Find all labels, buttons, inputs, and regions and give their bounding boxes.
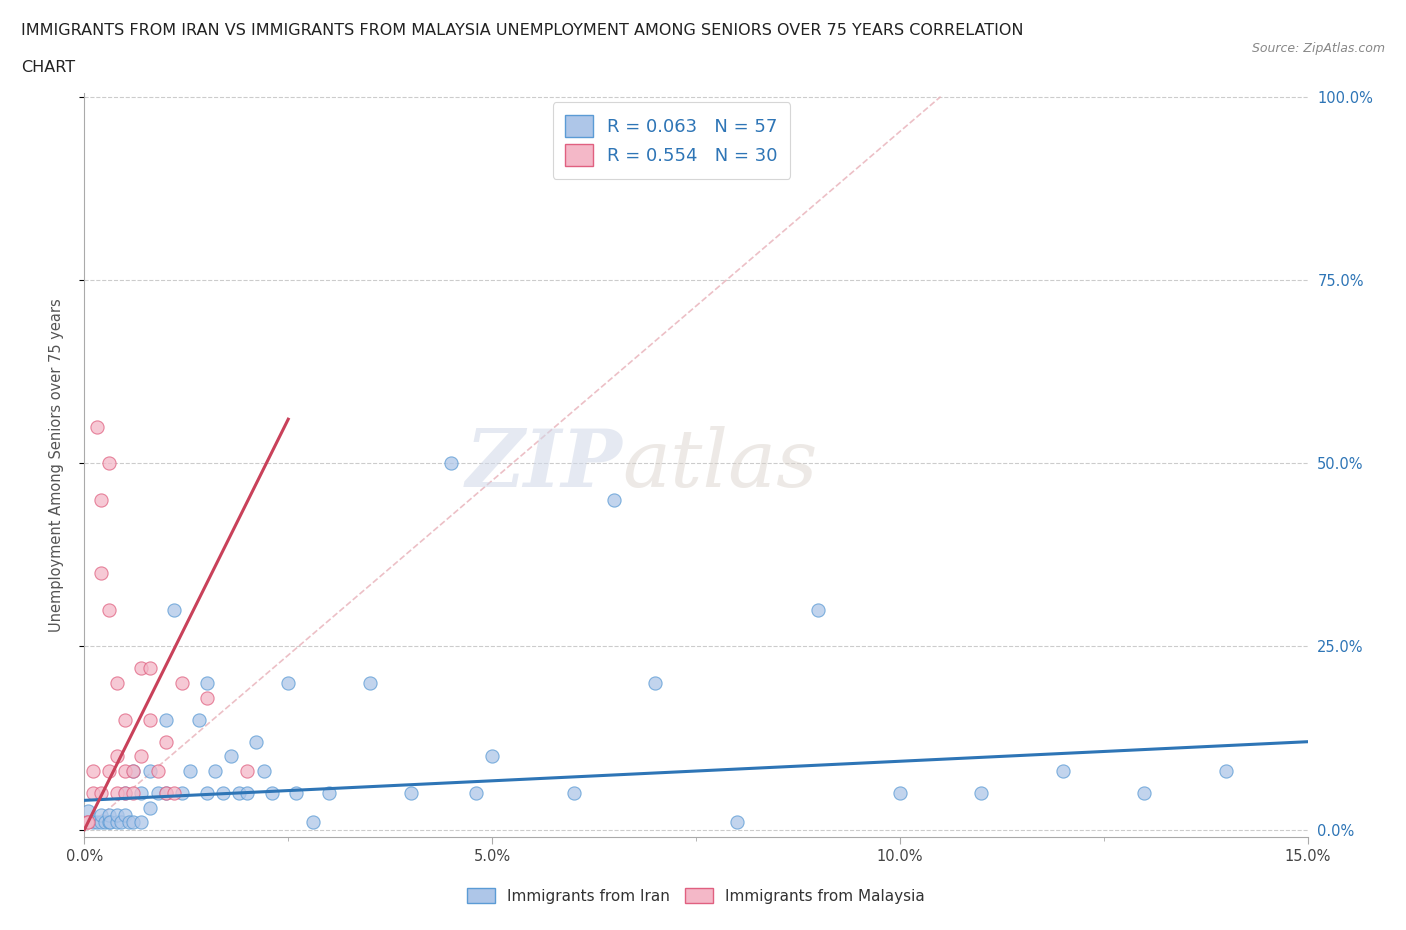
Y-axis label: Unemployment Among Seniors over 75 years: Unemployment Among Seniors over 75 years [49,299,63,631]
Point [253,764,276,778]
Point [131,815,153,830]
Point [204,764,226,778]
Point [359,675,381,690]
Point [138,800,160,815]
Point [97,815,120,830]
Point [172,675,194,690]
Point [1215,764,1237,778]
Point [90,786,112,801]
Point [105,807,128,822]
Point [464,786,486,801]
Point [195,675,218,690]
Point [260,786,283,801]
Point [97,764,120,778]
Point [481,749,503,764]
Point [155,786,177,801]
Point [146,786,169,801]
Point [86,815,108,830]
Point [105,786,128,801]
Point [195,786,218,801]
Point [725,815,748,830]
Point [122,764,145,778]
Point [440,456,463,471]
Point [1133,786,1156,801]
Point [219,749,242,764]
Point [155,735,177,750]
Point [807,603,830,618]
Point [301,815,323,830]
Point [90,807,112,822]
Point [236,786,259,801]
Point [138,661,160,676]
Point [82,815,104,830]
Text: IMMIGRANTS FROM IRAN VS IMMIGRANTS FROM MALAYSIA UNEMPLOYMENT AMONG SENIORS OVER: IMMIGRANTS FROM IRAN VS IMMIGRANTS FROM … [21,23,1024,38]
Point [212,786,235,801]
Point [970,786,993,801]
Point [179,764,201,778]
Point [163,786,186,801]
Text: ZIP: ZIP [465,426,623,504]
Point [105,815,128,830]
Point [163,603,186,618]
Point [889,786,911,801]
Point [90,492,112,507]
Point [114,786,136,801]
Point [90,815,112,830]
Point [603,492,626,507]
Point [97,603,120,618]
Point [399,786,422,801]
Point [138,712,160,727]
Point [114,712,136,727]
Point [100,815,122,830]
Point [97,456,120,471]
Text: Source: ZipAtlas.com: Source: ZipAtlas.com [1251,42,1385,55]
Point [318,786,340,801]
Point [110,815,132,830]
Point [187,712,209,727]
Point [86,419,108,434]
Point [236,764,259,778]
Point [77,804,100,818]
Point [82,764,104,778]
Point [228,786,250,801]
Point [76,815,98,830]
Legend: Immigrants from Iran, Immigrants from Malaysia: Immigrants from Iran, Immigrants from Ma… [460,880,932,911]
Point [114,764,136,778]
Point [562,786,585,801]
Point [131,749,153,764]
Point [97,807,120,822]
Point [146,764,169,778]
Point [122,786,145,801]
Point [82,786,104,801]
Point [172,786,194,801]
Point [77,815,100,830]
Point [1052,764,1074,778]
Point [122,815,145,830]
Point [245,735,267,750]
Point [93,815,117,830]
Text: CHART: CHART [21,60,75,75]
Point [114,807,136,822]
Point [131,661,153,676]
Text: atlas: atlas [623,426,818,504]
Point [155,786,177,801]
Point [195,690,218,705]
Point [138,764,160,778]
Point [90,565,112,580]
Point [277,675,299,690]
Point [114,786,136,801]
Point [105,675,128,690]
Point [131,786,153,801]
Point [285,786,308,801]
Point [122,764,145,778]
Point [118,815,141,830]
Point [155,712,177,727]
Point [105,749,128,764]
Point [644,675,666,690]
